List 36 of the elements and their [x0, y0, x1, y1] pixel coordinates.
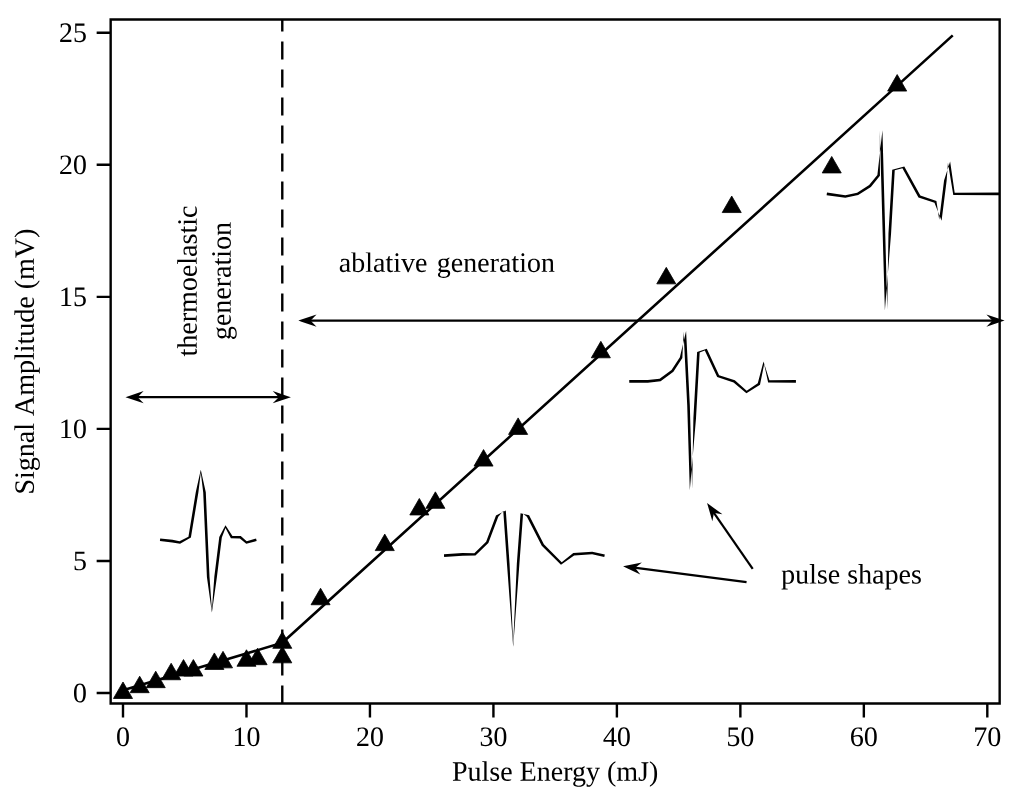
point	[272, 631, 293, 649]
x-axis-title: Pulse Energy (mJ)	[452, 761, 658, 787]
x-tick-label: 20	[357, 727, 383, 747]
point	[721, 195, 742, 213]
point	[310, 587, 331, 606]
point	[374, 533, 395, 551]
y-tick-label: 0	[73, 683, 86, 703]
annotation: thermoelastic generation	[177, 206, 237, 357]
y-tick-label: 5	[74, 551, 86, 571]
point	[183, 659, 204, 677]
y-tick-label: 15	[61, 287, 86, 307]
x-tick-label: 70	[975, 727, 1001, 747]
point	[508, 417, 529, 435]
point	[821, 156, 842, 174]
point	[272, 645, 293, 664]
point	[590, 340, 611, 359]
point	[145, 670, 166, 689]
x-tick-label: 40	[603, 727, 630, 747]
y-tick-label: 20	[60, 155, 86, 175]
point	[425, 491, 446, 509]
annotation: pulse shapes	[781, 564, 921, 590]
point	[473, 449, 494, 467]
point	[409, 498, 430, 516]
x-tick-label: 30	[480, 727, 507, 747]
x-tick-label: 50	[728, 727, 754, 747]
point	[129, 675, 150, 694]
y-axis-title: Signal Amplitude (mV)	[14, 229, 40, 493]
point	[113, 681, 133, 699]
y-tick-label: 10	[61, 419, 86, 439]
y-tick-label: 25	[60, 23, 86, 43]
point	[656, 266, 677, 285]
x-tick-label: 10	[234, 727, 260, 747]
point	[887, 74, 908, 92]
x-tick-label: 0	[117, 727, 129, 747]
annotation: ablative generation	[339, 252, 555, 278]
x-tick-label: 60	[851, 727, 877, 747]
